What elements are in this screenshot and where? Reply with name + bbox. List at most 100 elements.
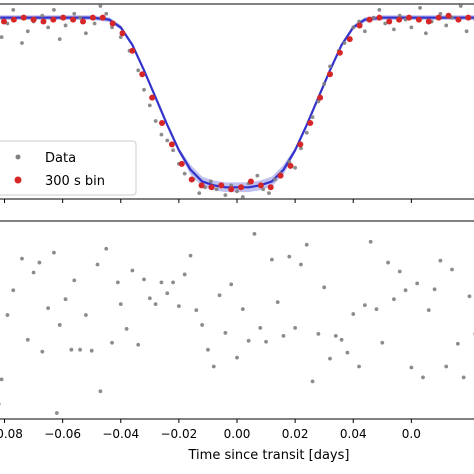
data-point (118, 35, 123, 40)
data-point (261, 187, 266, 192)
residual-point (322, 285, 327, 290)
data-point (92, 21, 97, 26)
residual-point (115, 280, 120, 285)
residual-point (20, 256, 24, 261)
binned-point (79, 18, 86, 25)
data-point (165, 138, 170, 143)
x-tick-label: −0.08 (0, 427, 23, 441)
data-point (46, 25, 51, 30)
binned-point (129, 47, 136, 54)
residual-point (397, 269, 402, 274)
residual-point (316, 331, 321, 336)
binned-point (149, 94, 156, 101)
residual-point (110, 340, 114, 345)
residual-point (188, 253, 193, 258)
residual-point (403, 288, 408, 293)
binned-point (188, 176, 195, 183)
data-point (272, 177, 277, 182)
data-point (57, 37, 62, 41)
x-tick-label: −0.04 (102, 427, 139, 441)
residual-point (200, 323, 205, 327)
binned-point (139, 71, 146, 78)
residual-point (0, 377, 4, 382)
binned-point (89, 14, 96, 21)
binned-point (99, 14, 106, 21)
residual-point (240, 307, 245, 312)
data-point (147, 103, 152, 108)
binned-point (336, 49, 343, 56)
data-point (153, 119, 158, 123)
binned-point (50, 16, 57, 23)
residual-point (142, 277, 146, 282)
x-tick-label: −0.02 (160, 427, 197, 441)
binned-point (445, 12, 452, 19)
legend-box (0, 140, 137, 196)
residual-point (392, 297, 396, 302)
binned-point (109, 20, 116, 27)
x-tick-label: 0.02 (282, 427, 309, 441)
binned-point (277, 172, 284, 179)
binned-point (70, 16, 77, 23)
x-tick-label: 0.04 (340, 427, 367, 441)
residual-point (333, 333, 338, 338)
data-point (11, 7, 16, 12)
data-point (392, 27, 396, 32)
residual-point (269, 257, 274, 262)
residual-point (246, 338, 251, 343)
residual-point (69, 347, 74, 352)
data-point (418, 6, 422, 10)
residual-point (467, 294, 472, 299)
x-axis-label: Time since transit [days] (188, 448, 350, 463)
data-point (342, 41, 347, 45)
residual-point (229, 282, 234, 287)
residual-point (299, 262, 303, 267)
binned-point (178, 160, 185, 167)
x-tick-labels: −0.08 −0.06 −0.04 −0.02 0.00 0.02 0.04 0.0 (0, 427, 421, 441)
residual-point (374, 307, 379, 312)
residual-point (37, 260, 42, 265)
residual-point (421, 375, 425, 380)
data-point (240, 195, 245, 199)
binned-point (168, 141, 175, 148)
residual-point (165, 291, 170, 296)
x-tick-label: 0.00 (224, 427, 251, 441)
residual-point (287, 254, 292, 259)
residual-point (258, 326, 263, 330)
residual-point (206, 347, 210, 352)
data-point (444, 23, 449, 28)
binned-point (326, 71, 333, 78)
transit-light-curve-panel: Data 300 s bin (0, 3, 474, 203)
residual-point (264, 339, 268, 344)
residual-point (104, 246, 109, 251)
binned-point (40, 18, 47, 25)
residual-point (118, 302, 123, 307)
binned-point (238, 184, 245, 191)
legend-marker-data (15, 154, 21, 160)
residual-point (40, 349, 45, 354)
data-point (235, 189, 239, 194)
binned-point (435, 14, 442, 21)
residual-point (176, 304, 181, 309)
data-point (0, 35, 4, 40)
residual-point (438, 258, 443, 263)
residual-point (159, 280, 164, 285)
residual-point (52, 250, 56, 255)
binned-point (356, 22, 363, 29)
data-point (20, 41, 24, 45)
data-point (63, 23, 68, 28)
residual-point (380, 340, 385, 345)
residual-point (194, 308, 199, 312)
data-point (197, 191, 202, 196)
data-point (377, 7, 382, 12)
binned-point (159, 119, 166, 126)
residual-point (211, 364, 216, 369)
data-point (214, 187, 219, 192)
residual-point (281, 333, 286, 338)
residuals-panel (0, 220, 474, 423)
residual-point (72, 278, 77, 283)
data-point (171, 148, 175, 153)
residual-point (461, 375, 466, 380)
data-point (267, 191, 271, 196)
residual-point (415, 281, 420, 286)
